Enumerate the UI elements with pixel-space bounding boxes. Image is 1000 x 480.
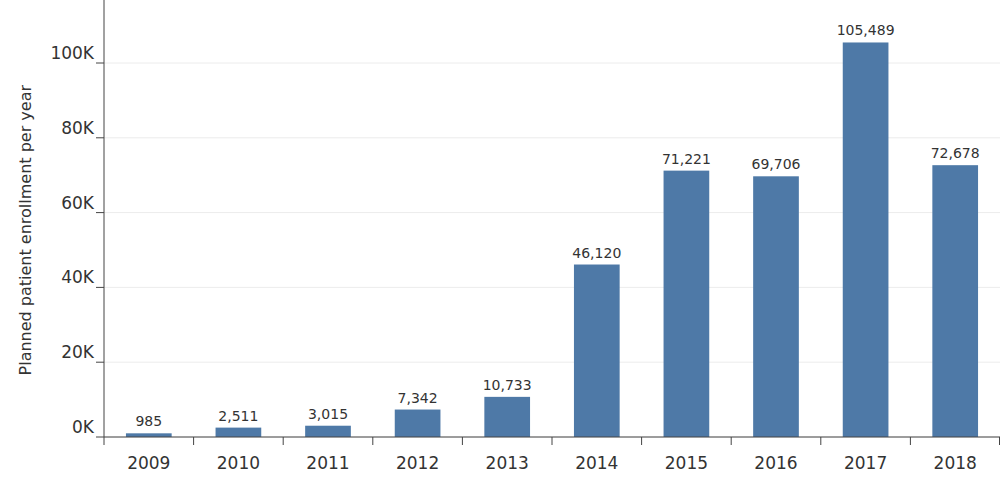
y-tick-label: 100K	[50, 43, 94, 63]
data-label: 10,733	[483, 377, 532, 393]
x-tick	[193, 437, 194, 445]
x-tick	[999, 437, 1000, 445]
data-label: 72,678	[931, 145, 980, 161]
x-tick-label: 2015	[665, 453, 708, 473]
bar	[664, 171, 710, 437]
bar	[395, 410, 441, 437]
bars	[126, 42, 978, 437]
bar	[574, 265, 620, 437]
bar	[216, 428, 262, 437]
x-tick-label: 2014	[575, 453, 618, 473]
x-tick-label: 2009	[127, 453, 170, 473]
y-tick-label: 40K	[61, 267, 95, 287]
x-tick	[910, 437, 911, 445]
y-tick-label: 80K	[61, 118, 95, 138]
x-tick	[820, 437, 821, 445]
data-label: 3,015	[308, 406, 348, 422]
y-tick	[96, 287, 104, 288]
y-tick-label: 60K	[61, 193, 95, 213]
x-tick-label: 2013	[486, 453, 529, 473]
bar	[305, 426, 351, 437]
x-tick-label: 2011	[306, 453, 349, 473]
y-tick	[96, 63, 104, 64]
data-label: 46,120	[572, 245, 621, 261]
x-tick	[372, 437, 373, 445]
x-tick	[731, 437, 732, 445]
y-tick	[96, 212, 104, 213]
y-tick	[96, 437, 104, 438]
data-label: 985	[135, 413, 162, 429]
x-tick-label: 2017	[844, 453, 887, 473]
x-tick-label: 2010	[217, 453, 260, 473]
data-label: 2,511	[218, 408, 258, 424]
x-tick	[104, 437, 105, 445]
data-label: 71,221	[662, 151, 711, 167]
data-label: 105,489	[837, 22, 895, 38]
bar	[126, 433, 172, 437]
data-label: 7,342	[398, 390, 438, 406]
x-tick	[283, 437, 284, 445]
x-tick-label: 2018	[934, 453, 977, 473]
data-label: 69,706	[752, 156, 801, 172]
chart: 0K 20K 40K 60K 80K 100K 985 2,511 3,015 7,342 10,7…	[0, 0, 1000, 480]
y-tick	[96, 137, 104, 138]
y-tick	[96, 362, 104, 363]
y-tick-label: 20K	[61, 342, 95, 362]
x-tick	[641, 437, 642, 445]
bar	[484, 397, 530, 437]
x-tick	[552, 437, 553, 445]
x-tick-label: 2012	[396, 453, 439, 473]
x-tick-label: 2016	[754, 453, 797, 473]
x-tick	[462, 437, 463, 445]
y-axis	[104, 0, 105, 437]
y-tick-label: 0K	[72, 417, 95, 437]
bar	[753, 176, 799, 437]
y-axis-label: Planned patient enrollment per year	[16, 85, 35, 376]
bar	[932, 165, 978, 437]
bar	[843, 42, 889, 437]
